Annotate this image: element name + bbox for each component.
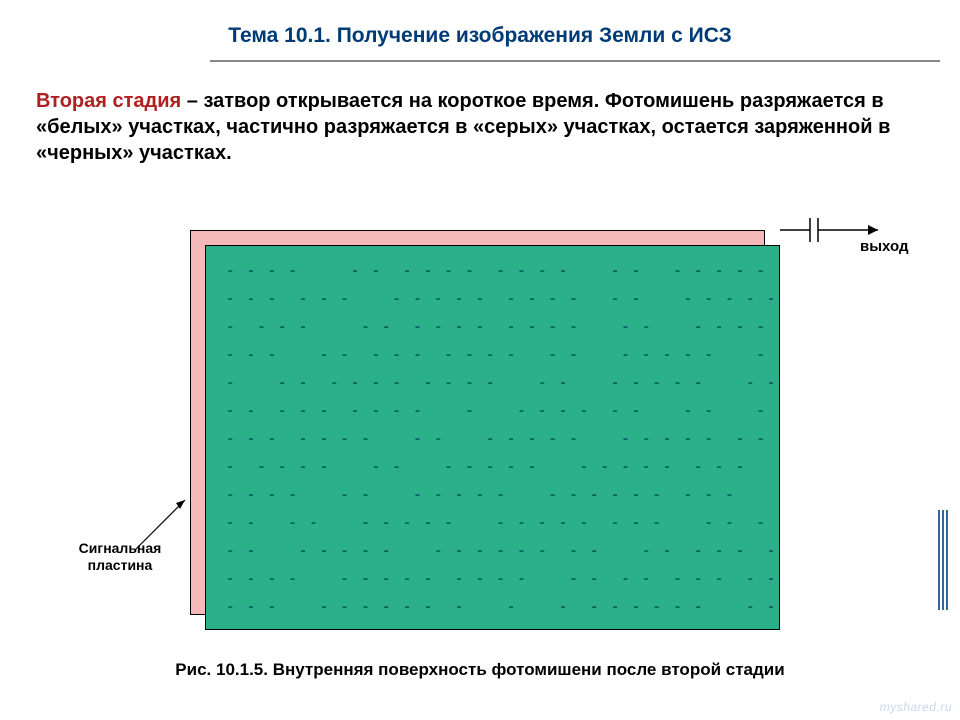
figure-caption: Рис. 10.1.5. Внутренняя поверхность фото… [0, 660, 960, 680]
watermark: myshared.ru [880, 700, 952, 714]
title-rule [210, 60, 940, 62]
slide-decoration [938, 510, 948, 610]
output-label: выход [860, 238, 909, 255]
signal-plate-label: Сигнальная пластина [60, 540, 180, 574]
page-title: Тема 10.1. Получение изображения Земли с… [0, 24, 960, 48]
body-paragraph: Вторая стадия – затвор открывается на ко… [36, 88, 924, 166]
phototarget-surface: - - - - - - - - - - - - - - - - - - - - … [205, 245, 780, 630]
stage-lead: Вторая стадия [36, 90, 181, 112]
diagram-container: - - - - - - - - - - - - - - - - - - - - … [190, 230, 780, 630]
